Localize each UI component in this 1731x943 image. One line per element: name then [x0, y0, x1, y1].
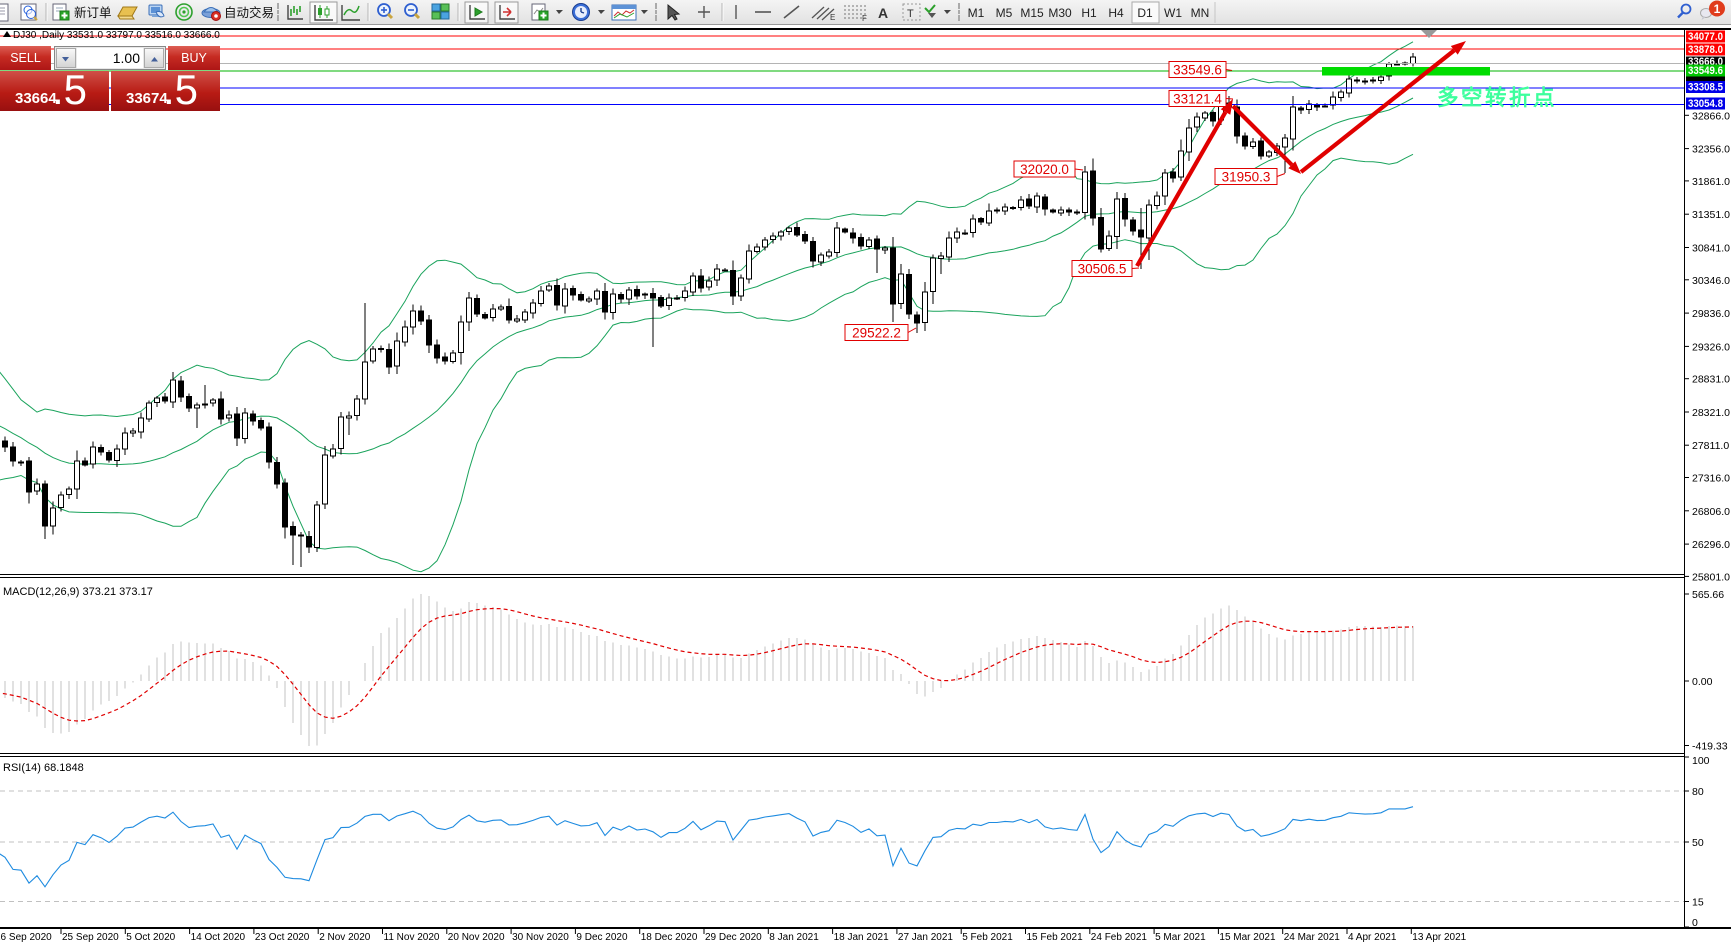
svg-text:30506.5: 30506.5 [1078, 262, 1127, 277]
svg-text:32020.0: 32020.0 [1020, 162, 1069, 177]
svg-text:24 Feb 2021: 24 Feb 2021 [1091, 932, 1148, 943]
svg-text:34077.0: 34077.0 [1688, 31, 1723, 43]
svg-text:18 Jan 2021: 18 Jan 2021 [834, 932, 889, 943]
svg-text:20 Nov 2020: 20 Nov 2020 [448, 932, 505, 943]
svg-text:T: T [907, 8, 914, 20]
svg-text:0: 0 [1692, 917, 1698, 929]
svg-text:E: E [830, 13, 835, 22]
svg-text:MN: MN [1191, 6, 1210, 20]
svg-text:30 Nov 2020: 30 Nov 2020 [512, 932, 569, 943]
svg-text:5 Oct 2020: 5 Oct 2020 [126, 932, 175, 943]
svg-text:H4: H4 [1108, 6, 1124, 20]
svg-text:30841.0: 30841.0 [1692, 243, 1730, 255]
svg-text:M15: M15 [1020, 6, 1044, 20]
svg-text:25 Sep 2020: 25 Sep 2020 [62, 932, 119, 943]
svg-text:5 Mar 2021: 5 Mar 2021 [1155, 932, 1206, 943]
svg-text:25801.0: 25801.0 [1692, 571, 1730, 583]
svg-text:18 Dec 2020: 18 Dec 2020 [641, 932, 698, 943]
svg-text:9 Dec 2020: 9 Dec 2020 [576, 932, 628, 943]
svg-text:26296.0: 26296.0 [1692, 539, 1730, 551]
svg-text:100: 100 [1692, 755, 1710, 767]
svg-text:A: A [878, 5, 888, 21]
svg-text:32866.0: 32866.0 [1692, 110, 1730, 122]
svg-text:DJ30 ,Daily 33531.0 33797.0 3: DJ30 ,Daily 33531.0 33797.0 33516.0 3366… [13, 30, 220, 41]
svg-text:32356.0: 32356.0 [1692, 144, 1730, 156]
svg-text:28831.0: 28831.0 [1692, 374, 1730, 386]
svg-text:11 Nov 2020: 11 Nov 2020 [384, 932, 440, 943]
svg-text:24 Mar 2021: 24 Mar 2021 [1284, 932, 1341, 943]
svg-text:F: F [862, 14, 867, 23]
svg-text:29326.0: 29326.0 [1692, 341, 1730, 353]
svg-text:31950.3: 31950.3 [1222, 170, 1271, 185]
svg-text:80: 80 [1692, 786, 1704, 798]
svg-text:M5: M5 [996, 6, 1013, 20]
svg-text:26806.0: 26806.0 [1692, 506, 1730, 518]
svg-text:H1: H1 [1081, 6, 1097, 20]
svg-text:13 Apr 2021: 13 Apr 2021 [1412, 932, 1466, 943]
svg-text:8 Jan 2021: 8 Jan 2021 [769, 932, 819, 943]
svg-text:50: 50 [1692, 837, 1704, 849]
svg-text:33121.4: 33121.4 [1173, 92, 1222, 107]
svg-text:1: 1 [1714, 2, 1721, 16]
svg-text:5 Feb 2021: 5 Feb 2021 [962, 932, 1013, 943]
svg-text:RSI(14) 68.1848: RSI(14) 68.1848 [3, 762, 84, 774]
svg-text:新订单: 新订单 [74, 5, 112, 20]
svg-text:29836.0: 29836.0 [1692, 308, 1730, 320]
svg-text:-419.33: -419.33 [1692, 741, 1728, 753]
svg-text:28321.0: 28321.0 [1692, 407, 1730, 419]
svg-text:29522.2: 29522.2 [852, 326, 901, 341]
svg-text:自动交易: 自动交易 [224, 5, 274, 20]
svg-text:15 Feb 2021: 15 Feb 2021 [1027, 932, 1084, 943]
svg-text:14 Oct 2020: 14 Oct 2020 [191, 932, 246, 943]
svg-text:31861.0: 31861.0 [1692, 176, 1730, 188]
svg-text:15 Mar 2021: 15 Mar 2021 [1219, 932, 1276, 943]
svg-text:MACD(12,26,9) 373.21 373.17: MACD(12,26,9) 373.21 373.17 [3, 586, 153, 598]
svg-text:15: 15 [1692, 897, 1704, 909]
svg-text:4 Apr 2021: 4 Apr 2021 [1348, 932, 1397, 943]
svg-text:29 Dec 2020: 29 Dec 2020 [705, 932, 762, 943]
svg-text:33308.5: 33308.5 [1688, 82, 1723, 94]
svg-text:M1: M1 [968, 6, 985, 20]
svg-text:30346.0: 30346.0 [1692, 275, 1730, 287]
svg-text:多空转折点: 多空转折点 [1437, 85, 1557, 110]
svg-text:565.66: 565.66 [1692, 589, 1724, 601]
svg-text:27811.0: 27811.0 [1692, 440, 1729, 452]
svg-text:33549.6: 33549.6 [1688, 65, 1723, 77]
svg-text:33878.0: 33878.0 [1688, 44, 1723, 56]
svg-text:33054.8: 33054.8 [1688, 98, 1723, 110]
svg-text:M30: M30 [1048, 6, 1072, 20]
svg-text:0.00: 0.00 [1692, 676, 1713, 688]
svg-text:W1: W1 [1164, 6, 1182, 20]
svg-text:23 Oct 2020: 23 Oct 2020 [255, 932, 310, 943]
svg-text:31351.0: 31351.0 [1692, 209, 1730, 221]
svg-text:D1: D1 [1137, 6, 1153, 20]
svg-text:27 Jan 2021: 27 Jan 2021 [898, 932, 953, 943]
svg-text:16 Sep 2020: 16 Sep 2020 [0, 932, 52, 943]
svg-text:2 Nov 2020: 2 Nov 2020 [319, 932, 371, 943]
svg-text:27316.0: 27316.0 [1692, 473, 1730, 485]
svg-text:33549.6: 33549.6 [1173, 63, 1222, 78]
